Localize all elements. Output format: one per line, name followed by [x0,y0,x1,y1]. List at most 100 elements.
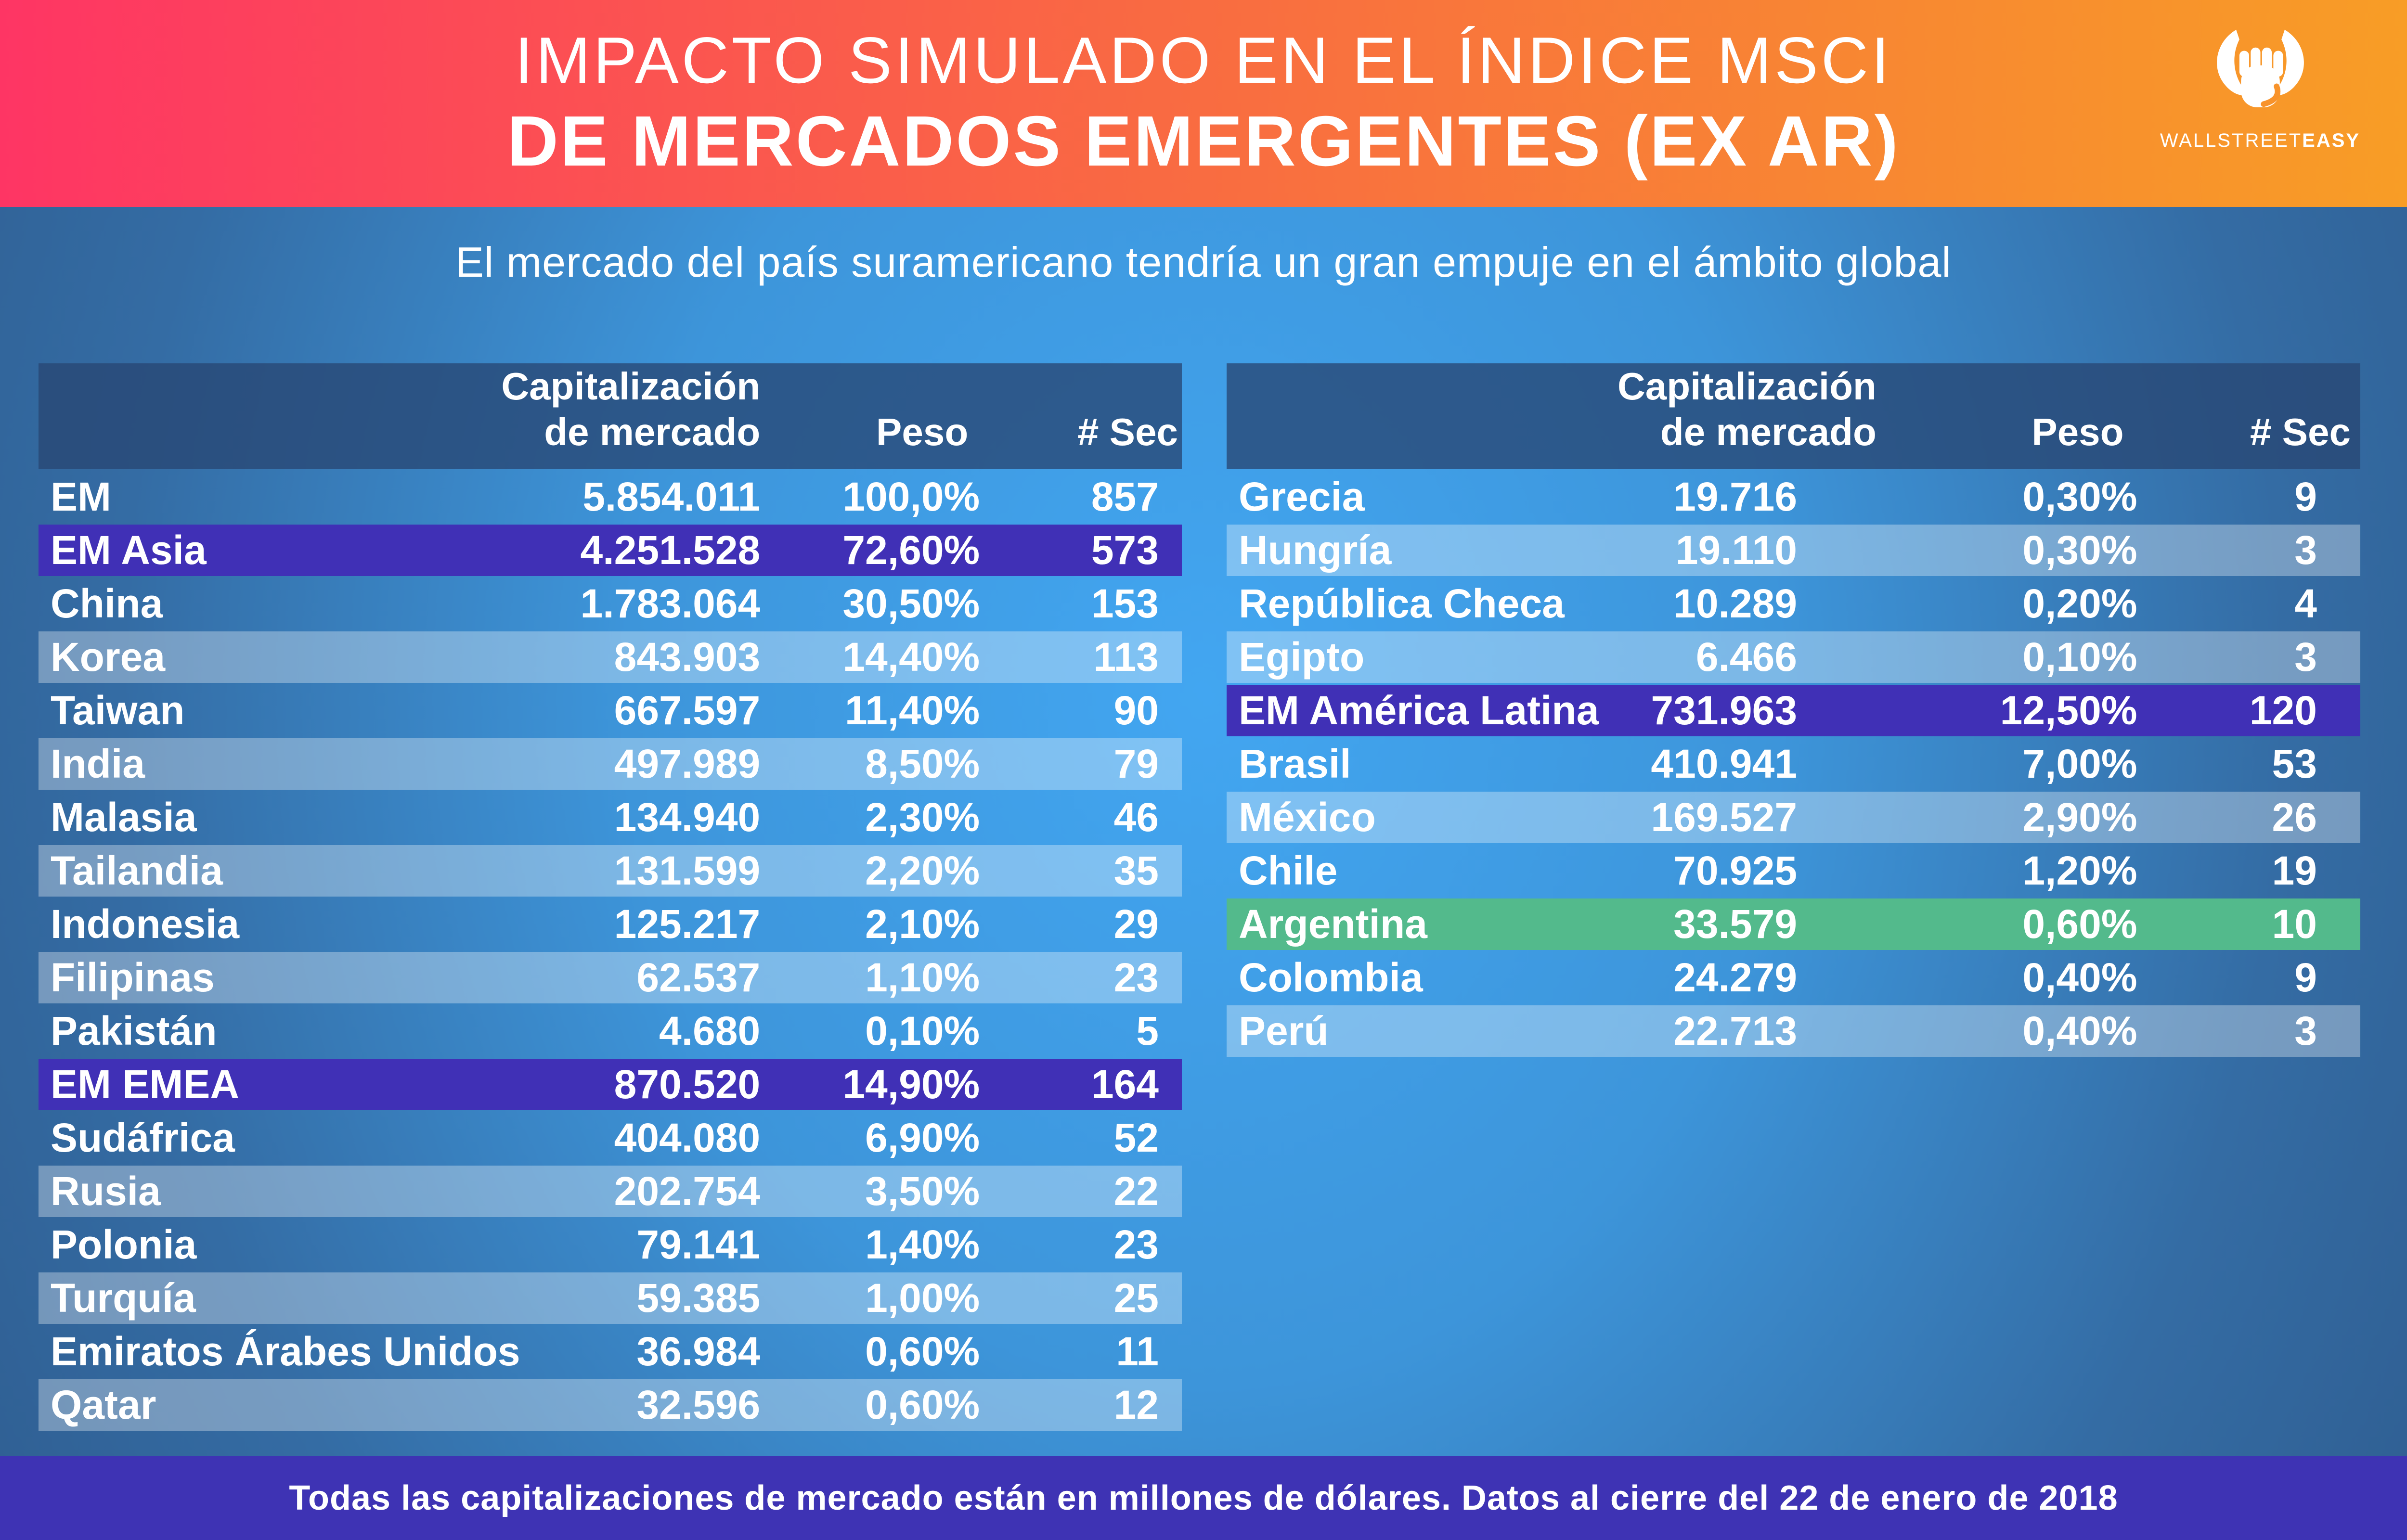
left-table: Capitalización de mercado Peso # Sec EM 5… [39,363,1182,1433]
cell-peso: 2,20% [865,848,980,893]
col-header-empty [39,363,473,469]
cell-name: Qatar [51,1382,156,1427]
table-row: Qatar 32.596 0,60% 12 [39,1379,1182,1433]
table-header: Capitalización de mercado Peso # Sec [1227,363,2360,471]
cell-sec: 79 [1113,741,1159,786]
bull-fist-icon [2216,29,2304,108]
table-row: Brasil 410.941 7,00% 53 [1227,738,2360,792]
col-header-empty [1227,363,1544,469]
cell-peso: 2,90% [2022,795,2137,840]
cell-sec: 52 [1113,1115,1159,1160]
table-row: Pakistán 4.680 0,10% 5 [39,1005,1182,1059]
table-row: Korea 843.903 14,40% 113 [39,631,1182,685]
cell-name: Tailandia [51,848,223,893]
cell-cap: 19.716 [1673,474,1798,519]
table-row: Chile 70.925 1,20% 19 [1227,845,2360,898]
cell-cap: 6.466 [1695,634,1798,680]
brand-name-bold: EASY [2302,130,2361,151]
cell-cap: 125.217 [614,901,761,947]
cell-sec: 9 [2294,474,2317,519]
table-row: Hungría 19.110 0,30% 3 [1227,525,2360,578]
cell-name: EM EMEA [51,1062,240,1107]
cell-cap: 202.754 [614,1168,761,1214]
cell-cap: 4.680 [659,1008,761,1053]
table-row: Turquía 59.385 1,00% 25 [39,1272,1182,1326]
cell-name: Turquía [51,1275,196,1321]
cell-peso: 1,10% [865,955,980,1000]
cell-peso: 8,50% [865,741,980,786]
cell-name: Colombia [1239,955,1423,1000]
cell-name: Perú [1239,1008,1329,1053]
table-row: EM Asia 4.251.528 72,60% 573 [39,525,1182,578]
header-banner: IMPACTO SIMULADO EN EL ÍNDICE MSCI DE ME… [0,0,2407,207]
col-header-sec: # Sec [1077,410,1178,453]
cell-name: República Checa [1239,581,1565,626]
table-row: Argentina 33.579 0,60% 10 [1227,898,2360,952]
cell-name: Egipto [1239,634,1365,680]
table-row: Emiratos Árabes Unidos 36.984 0,60% 11 [39,1326,1182,1379]
cell-sec: 10 [2272,901,2317,947]
col-header-capitalizacion: Capitalización de mercado [501,365,761,453]
cell-name: China [51,581,163,626]
cell-peso: 1,00% [865,1275,980,1321]
cell-name: Indonesia [51,901,240,947]
cell-name: Argentina [1239,901,1428,947]
cell-cap: 1.783.064 [580,581,761,626]
cell-sec: 5 [1136,1008,1159,1053]
cell-sec: 857 [1091,474,1159,519]
brand-name-thin: WALLSTREET [2160,130,2303,151]
col-header-capitalizacion: Capitalización de mercado [1618,365,1876,453]
cell-peso: 0,30% [2022,474,2137,519]
table-row: EM América Latina 731.963 12,50% 120 [1227,685,2360,738]
cell-peso: 2,30% [865,795,980,840]
cell-cap: 169.527 [1651,795,1798,840]
brand-name: WALLSTREETEASY [2160,130,2360,152]
cell-name: Hungría [1239,527,1392,573]
cell-sec: 19 [2272,848,2317,893]
table-row: EM EMEA 870.520 14,90% 164 [39,1059,1182,1112]
cell-name: Taiwan [51,688,185,733]
table-row: Rusia 202.754 3,50% 22 [39,1166,1182,1219]
cell-name: EM [51,474,111,519]
cell-cap: 19.110 [1675,527,1798,573]
cell-sec: 3 [2294,1008,2317,1053]
table-row: República Checa 10.289 0,20% 4 [1227,578,2360,631]
cell-name: Filipinas [51,955,215,1000]
cell-sec: 12 [1113,1382,1159,1427]
cell-cap: 79.141 [636,1222,761,1267]
cell-name: Malasia [51,795,197,840]
cell-sec: 153 [1091,581,1159,626]
col-header-peso: Peso [2032,410,2124,453]
cell-sec: 26 [2272,795,2317,840]
cell-cap: 62.537 [636,955,761,1000]
cell-cap: 843.903 [614,634,761,680]
cell-peso: 100,0% [842,474,980,519]
table-row: India 497.989 8,50% 79 [39,738,1182,792]
cell-name: India [51,741,145,786]
cell-sec: 23 [1113,955,1159,1000]
cell-name: EM América Latina [1239,688,1599,733]
cell-cap: 36.984 [636,1329,761,1374]
cell-peso: 14,90% [842,1062,980,1107]
brand-logo: WALLSTREETEASY [2159,26,2361,190]
cell-cap: 22.713 [1673,1008,1798,1053]
cell-cap: 134.940 [614,795,761,840]
cell-sec: 25 [1113,1275,1159,1321]
cell-cap: 731.963 [1651,688,1798,733]
cell-peso: 7,00% [2022,741,2137,786]
cell-peso: 0,40% [2022,955,2137,1000]
table-row: Polonia 79.141 1,40% 23 [39,1219,1182,1272]
cell-peso: 12,50% [2000,688,2137,733]
cell-peso: 0,60% [2022,901,2137,947]
cell-cap: 24.279 [1673,955,1798,1000]
cell-name: Emiratos Árabes Unidos [51,1329,520,1374]
cell-name: Grecia [1239,474,1365,519]
table-row: Malasia 134.940 2,30% 46 [39,792,1182,845]
cell-name: EM Asia [51,527,207,573]
table-row: Tailandia 131.599 2,20% 35 [39,845,1182,898]
cell-peso: 1,40% [865,1222,980,1267]
cell-peso: 1,20% [2022,848,2137,893]
title-line-1: IMPACTO SIMULADO EN EL ÍNDICE MSCI [515,24,1892,97]
table-row: México 169.527 2,90% 26 [1227,792,2360,845]
cell-peso: 6,90% [865,1115,980,1160]
